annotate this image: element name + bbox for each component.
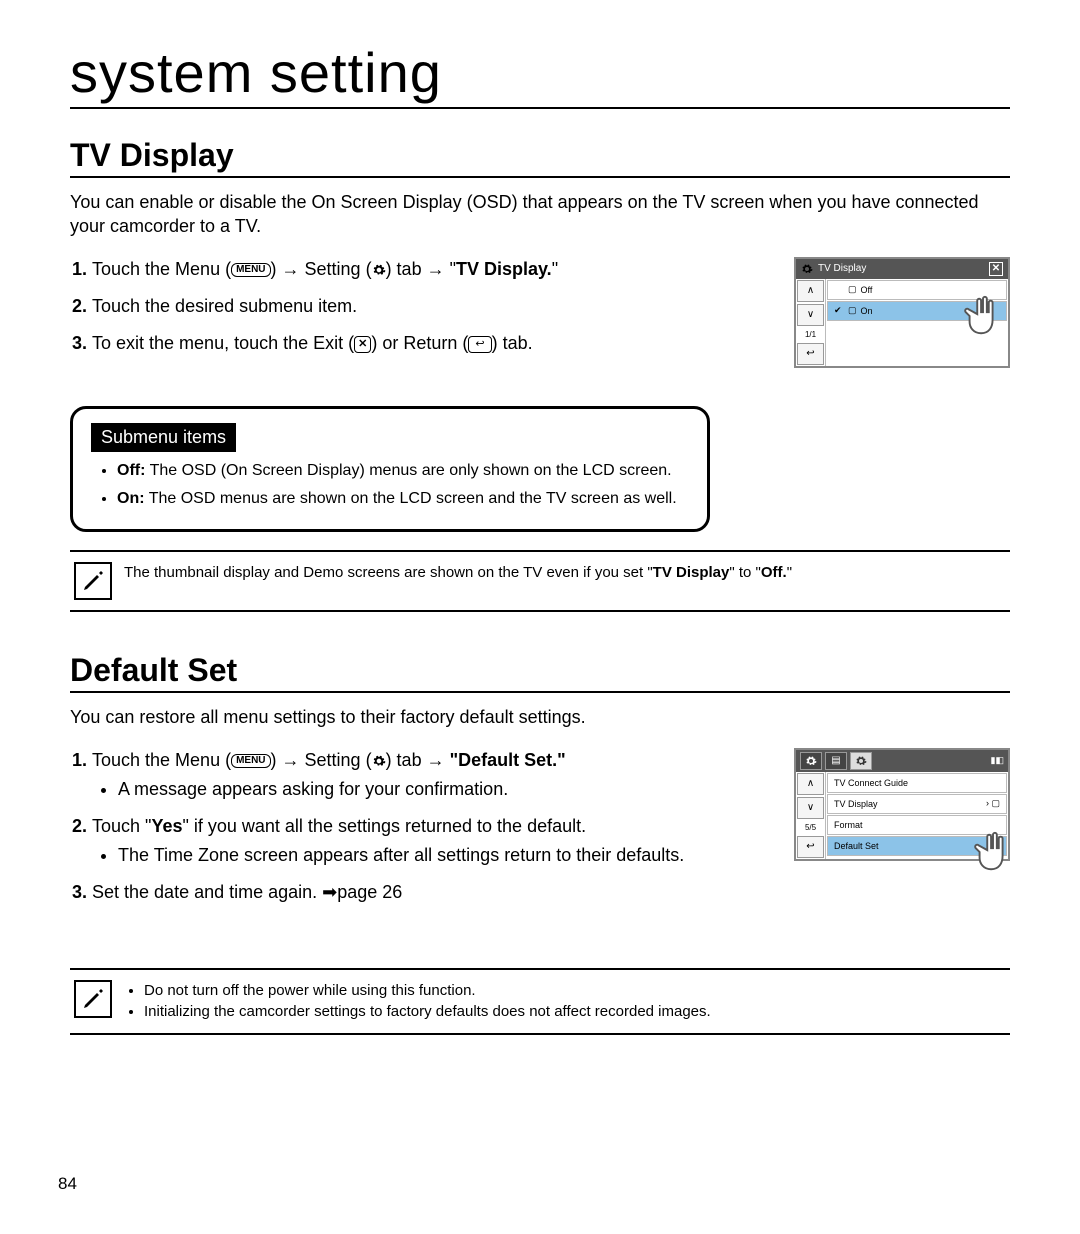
note-line: Initializing the camcorder settings to f… — [144, 1001, 1006, 1023]
down-button[interactable]: ∨ — [797, 304, 824, 326]
text: " — [787, 564, 792, 581]
submenu-items-box: Submenu items Off: The OSD (On Screen Di… — [70, 406, 710, 532]
step-1: Touch the Menu (MENU) → Setting ( ) tab →… — [92, 257, 774, 282]
text: ) tab. — [492, 333, 533, 353]
step-2: Touch the desired submenu item. — [92, 294, 774, 319]
up-button[interactable]: ∧ — [797, 773, 824, 795]
gear-icon — [372, 263, 386, 277]
page-title: system setting — [70, 40, 1010, 109]
text: " if you want all the settings returned … — [182, 816, 586, 836]
lcd-title: TV Display — [818, 263, 866, 274]
step-3: To exit the menu, touch the Exit (✕) or … — [92, 331, 774, 356]
return-icon: ↩ — [468, 336, 491, 353]
step-1: Touch the Menu (MENU) → Setting ( ) tab →… — [92, 748, 774, 802]
note-line: Do not turn off the power while using th… — [144, 980, 1006, 1002]
lcd-page: 1/1 — [796, 327, 825, 342]
note-icon — [74, 562, 112, 600]
note-tv-display: The thumbnail display and Demo screens a… — [70, 550, 1010, 612]
text: Touch the Menu ( — [92, 259, 231, 279]
menu-item-default-set[interactable]: Default Set — [827, 836, 1007, 856]
text-bold: TV Display — [653, 564, 730, 581]
section-heading-default-set: Default Set — [70, 652, 1010, 693]
text: The OSD (On Screen Display) menus are on… — [145, 462, 671, 479]
text-bold: Off. — [761, 564, 787, 581]
menu-item[interactable]: TV Connect Guide — [827, 773, 1007, 793]
page-number: 84 — [58, 1174, 77, 1194]
text: ) tab → " — [386, 259, 456, 279]
text: The thumbnail display and Demo screens a… — [124, 564, 653, 581]
note-icon — [74, 980, 112, 1018]
down-button[interactable]: ∨ — [797, 797, 824, 819]
gear-icon — [372, 754, 386, 768]
text: The OSD menus are shown on the LCD scree… — [145, 490, 677, 507]
tab-icon-selected[interactable] — [850, 752, 872, 770]
return-button[interactable]: ↩ — [797, 836, 824, 858]
text: ) → Setting ( — [271, 750, 372, 770]
label: TV Display — [834, 799, 878, 809]
text: " to " — [729, 564, 761, 581]
sub-bullet: A message appears asking for your confir… — [118, 777, 774, 802]
text: ) or Return ( — [371, 333, 468, 353]
lcd-mock-default-set: ▤ ▮◧ ∧ ∨ 5/5 ↩ TV Connect Guide TV Displ… — [794, 748, 1010, 861]
text-bold: "Default Set." — [450, 750, 566, 770]
text-bold: TV Display. — [456, 259, 552, 279]
note-default-set: Do not turn off the power while using th… — [70, 968, 1010, 1036]
text-bold: Off: — [117, 462, 145, 479]
text: ) → Setting ( — [271, 259, 372, 279]
step-2: Touch "Yes" if you want all the settings… — [92, 814, 774, 868]
text: Touch " — [92, 816, 151, 836]
return-button[interactable]: ↩ — [797, 343, 824, 365]
text: Touch the Menu ( — [92, 750, 231, 770]
section-heading-tv-display: TV Display — [70, 137, 1010, 178]
tv-display-steps: Touch the Menu (MENU) → Setting ( ) tab →… — [70, 257, 774, 369]
battery-icon: ▮◧ — [991, 755, 1004, 766]
step-3: Set the date and time again. ➡page 26 — [92, 880, 774, 905]
text-bold: On: — [117, 490, 145, 507]
text: To exit the menu, touch the Exit ( — [92, 333, 354, 353]
lcd-topbar: ▤ ▮◧ — [796, 750, 1008, 772]
text-bold: Yes — [151, 816, 182, 836]
lcd-page: 5/5 — [796, 820, 825, 835]
label: On — [861, 306, 873, 316]
tv-display-intro: You can enable or disable the On Screen … — [70, 190, 1010, 239]
menu-item[interactable]: Format — [827, 815, 1007, 835]
lcd-mock-tv-display: TV Display ✕ ∧ ∨ 1/1 ↩ ▢Off ✔▢On — [794, 257, 1010, 368]
label: Default Set — [834, 841, 879, 851]
submenu-label: Submenu items — [91, 423, 236, 452]
default-set-intro: You can restore all menu settings to the… — [70, 705, 1010, 729]
sub-bullet: The Time Zone screen appears after all s… — [118, 843, 774, 868]
menu-item[interactable]: TV Display› ▢ — [827, 794, 1007, 814]
text: " — [552, 259, 558, 279]
close-icon[interactable]: ✕ — [989, 262, 1003, 276]
menu-icon: MENU — [231, 754, 270, 768]
lcd-titlebar: TV Display ✕ — [796, 259, 1008, 279]
submenu-off: Off: The OSD (On Screen Display) menus a… — [117, 460, 689, 482]
default-set-steps: Touch the Menu (MENU) → Setting ( ) tab →… — [70, 748, 774, 918]
label: TV Connect Guide — [834, 778, 908, 788]
menu-item-off[interactable]: ▢Off — [827, 280, 1007, 300]
label: Format — [834, 820, 863, 830]
label: Off — [861, 285, 873, 295]
tab-icon[interactable]: ▤ — [825, 752, 847, 770]
close-icon: ✕ — [354, 336, 371, 353]
submenu-on: On: The OSD menus are shown on the LCD s… — [117, 488, 689, 510]
menu-icon: MENU — [231, 263, 270, 277]
up-button[interactable]: ∧ — [797, 280, 824, 302]
menu-item-on[interactable]: ✔▢On — [827, 301, 1007, 321]
tab-icon[interactable] — [800, 752, 822, 770]
gear-icon — [801, 263, 813, 275]
text: ) tab → — [386, 750, 450, 770]
